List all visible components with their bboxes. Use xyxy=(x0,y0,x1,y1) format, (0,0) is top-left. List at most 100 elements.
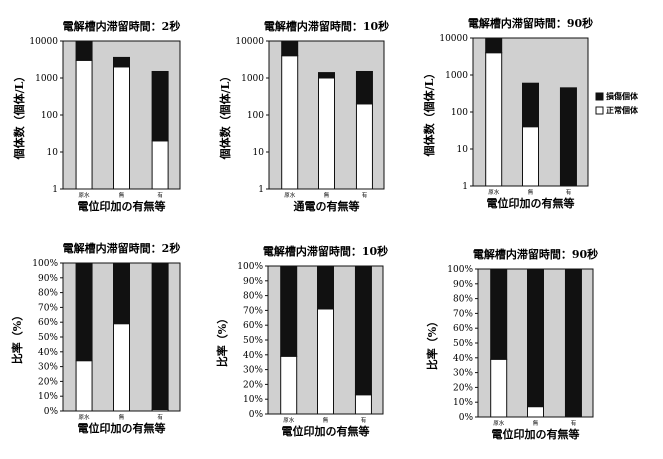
y-tick-label: 40% xyxy=(453,354,473,364)
bar-damaged-1 xyxy=(490,268,508,360)
y-axis-label: 個体数（個体/L） xyxy=(12,71,26,161)
bar-normal-2 xyxy=(527,406,544,418)
bar-normal-1 xyxy=(75,360,93,412)
chart-title: 電解槽内滞留時間：2秒 xyxy=(63,241,181,255)
y-tick-label: 90% xyxy=(453,280,473,290)
x-category-label: 原水 xyxy=(493,419,505,427)
bar-damaged-2 xyxy=(317,265,334,310)
y-tick-label: 60% xyxy=(243,321,263,331)
y-axis-label: 比率（%） xyxy=(425,316,439,370)
legend-label-1: 損傷個体 xyxy=(606,91,639,101)
y-tick-label: 70% xyxy=(453,309,473,319)
y-tick-label: 10 xyxy=(457,145,469,155)
y-tick-label: 20% xyxy=(38,377,58,387)
bar-normal-1 xyxy=(490,358,508,418)
y-tick-label: 1000 xyxy=(35,74,58,84)
y-tick-label: 100% xyxy=(447,265,473,275)
y-tick-label: 30% xyxy=(453,369,473,379)
bar-damaged-2 xyxy=(113,262,130,325)
y-tick-label: 30% xyxy=(38,363,58,373)
y-tick-label: 90% xyxy=(38,274,58,284)
bar-normal-2 xyxy=(318,77,335,190)
x-category-label: 原水 xyxy=(488,188,500,196)
y-tick-label: 1000 xyxy=(445,71,468,81)
y-tick-label: 60% xyxy=(453,324,473,334)
chart-5: 0% 10% 20% 30% 40% 50% 60% 70% 80% 90% 100% 原水 無 有 電解槽… xyxy=(215,244,388,438)
x-category-label: 無 xyxy=(119,413,125,421)
y-tick-label: 60% xyxy=(38,318,58,328)
y-tick-label: 100% xyxy=(32,259,58,269)
x-category-label: 無 xyxy=(324,191,330,199)
y-tick-label: 10 xyxy=(47,148,59,158)
chart-6: 0% 10% 20% 30% 40% 50% 60% 70% 80% 90% 100% 原水 無 有 電解槽… xyxy=(425,247,598,441)
bar-damaged-3 xyxy=(354,265,372,396)
legend-swatch-1 xyxy=(595,92,604,101)
y-tick-label: 50% xyxy=(38,333,58,343)
y-tick-label: 20% xyxy=(243,380,263,390)
x-category-label: 無 xyxy=(528,188,534,196)
x-category-label: 原水 xyxy=(79,191,91,199)
x-category-label: 有 xyxy=(362,191,368,199)
bar-normal-2 xyxy=(522,126,539,187)
y-tick-label: 0% xyxy=(459,413,474,423)
bar-normal-2 xyxy=(113,323,130,412)
bar-normal-1 xyxy=(281,55,299,190)
bar-damaged-2 xyxy=(522,82,539,128)
y-tick-label: 0% xyxy=(44,407,59,417)
bar-normal-3 xyxy=(355,103,373,190)
x-category-label: 有 xyxy=(157,413,163,421)
y-tick-label: 80% xyxy=(243,292,263,302)
chart-title: 電解槽内滞留時間：10秒 xyxy=(264,19,389,33)
x-axis-label: 電位印加の有無等 xyxy=(487,196,575,210)
x-category-label: 有 xyxy=(571,419,577,427)
y-tick-label: 10% xyxy=(243,395,263,405)
x-category-label: 無 xyxy=(533,419,539,427)
chart-title: 電解槽内滞留時間：90秒 xyxy=(473,247,598,261)
bar-normal-1 xyxy=(75,59,93,190)
y-tick-label: 70% xyxy=(243,306,263,316)
x-category-label: 有 xyxy=(566,188,572,196)
x-category-label: 無 xyxy=(119,191,125,199)
y-tick-label: 20% xyxy=(453,383,473,393)
chart-title: 電解槽内滞留時間：10秒 xyxy=(263,244,388,258)
y-tick-label: 1000 xyxy=(241,74,264,84)
legend-label-2: 正常個体 xyxy=(606,105,639,115)
bar-damaged-3 xyxy=(151,262,169,411)
y-tick-label: 10000 xyxy=(29,37,58,47)
y-tick-label: 1 xyxy=(52,185,58,195)
y-tick-label: 50% xyxy=(243,336,263,346)
y-tick-label: 30% xyxy=(243,366,263,376)
y-tick-label: 10000 xyxy=(439,34,468,44)
y-tick-label: 1 xyxy=(258,185,264,195)
x-category-label: 原水 xyxy=(283,416,295,424)
bar-normal-2 xyxy=(317,308,334,415)
x-axis-label: 通電の有無等 xyxy=(294,199,360,213)
y-axis-label: 比率（%） xyxy=(215,313,229,367)
y-axis-label: 個体数（個体/L） xyxy=(218,71,232,161)
y-tick-label: 50% xyxy=(453,339,473,349)
y-tick-label: 100% xyxy=(237,262,263,272)
x-category-label: 原水 xyxy=(79,413,91,421)
bar-normal-1 xyxy=(280,355,298,415)
bar-normal-1 xyxy=(485,52,503,187)
x-axis-label: 電位印加の有無等 xyxy=(78,421,166,435)
y-tick-label: 80% xyxy=(38,289,58,299)
y-tick-label: 100 xyxy=(451,108,468,118)
x-category-label: 有 xyxy=(361,416,367,424)
y-tick-label: 10000 xyxy=(235,37,264,47)
y-tick-label: 100 xyxy=(41,111,58,121)
bar-damaged-2 xyxy=(318,72,335,79)
x-axis-label: 電位印加の有無等 xyxy=(282,424,370,438)
y-tick-label: 10% xyxy=(38,392,58,402)
bar-damaged-3 xyxy=(355,70,373,105)
x-axis-label: 電位印加の有無等 xyxy=(492,427,580,441)
x-category-label: 無 xyxy=(323,416,329,424)
y-tick-label: 1 xyxy=(462,182,468,192)
bar-damaged-2 xyxy=(113,56,130,68)
y-tick-label: 100 xyxy=(247,111,264,121)
chart-title: 電解槽内滞留時間：90秒 xyxy=(468,16,593,30)
